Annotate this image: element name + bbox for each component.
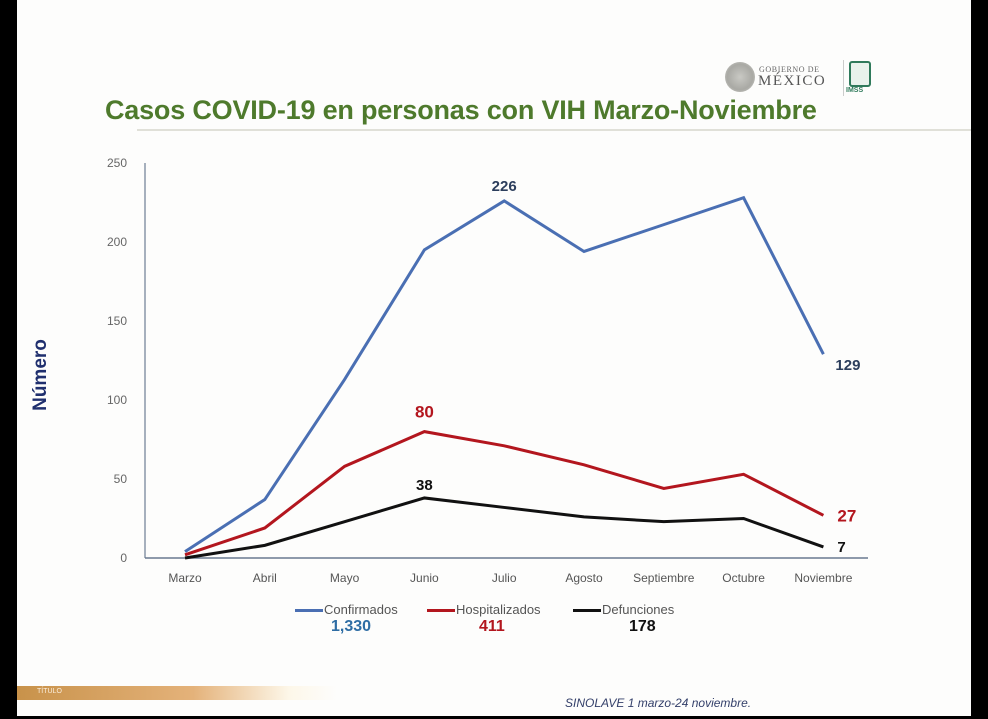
source-note: SINOLAVE 1 marzo-24 noviembre. (565, 696, 752, 710)
mexico-seal-icon (725, 62, 755, 92)
data-label: 80 (415, 403, 434, 422)
legend-label: Defunciones (602, 602, 675, 617)
data-label: 38 (416, 477, 433, 494)
imss-label: IMSS (846, 87, 864, 94)
y-tick-label: 250 (107, 156, 127, 170)
y-tick-label: 150 (107, 314, 127, 328)
legend-total: 1,330 (331, 618, 372, 635)
legend-item-defunciones: Defunciones 178 (573, 602, 675, 635)
x-tick-label: Junio (410, 571, 439, 585)
imss-logo-icon (849, 61, 871, 87)
x-tick-label: Mayo (330, 571, 360, 585)
x-tick-label: Julio (492, 571, 517, 585)
series-line-confirmados (184, 195, 825, 553)
footer-tag: TÍTULO (37, 688, 62, 695)
legend-swatch (427, 609, 455, 613)
y-tick-label: 50 (114, 472, 128, 486)
x-tick-label: Septiembre (633, 571, 695, 585)
gobierno-label: GOBIERNO DE (759, 65, 820, 74)
data-label: 27 (837, 506, 856, 525)
y-tick-label: 200 (107, 235, 127, 249)
y-tick-label: 0 (120, 551, 127, 565)
x-tick-label: Noviembre (794, 571, 852, 585)
x-tick-label: Octubre (722, 571, 765, 585)
x-tick-label: Marzo (168, 571, 202, 585)
legend-label: Confirmados (324, 602, 398, 617)
x-tick-label: Abril (253, 571, 277, 585)
legend-item-hospitalizados: Hospitalizados 411 (427, 602, 541, 635)
title-divider (137, 129, 971, 131)
logo-divider (843, 60, 844, 96)
data-label: 7 (837, 539, 845, 556)
line-chart: 0 50 100 150 200 250 Marzo Abril Mayo Junio Julio A… (107, 156, 868, 585)
mexico-label: MÉXICO (758, 73, 827, 89)
legend-swatch (573, 609, 601, 613)
legend-swatch (295, 609, 323, 613)
data-label: 129 (835, 357, 860, 374)
x-tick-label: Agosto (565, 571, 603, 585)
legend-label: Hospitalizados (456, 602, 541, 617)
legend-total: 178 (629, 618, 656, 635)
data-label: 226 (492, 178, 517, 195)
slide-title: Casos COVID-19 en personas con VIH Marzo… (105, 95, 817, 125)
series-line-defunciones (184, 496, 824, 560)
legend-item-confirmados: Confirmados 1,330 (295, 602, 398, 635)
footer-band (17, 686, 337, 700)
slide: GOBIERNO DE MÉXICO IMSS Casos COVID-19 e… (17, 0, 971, 716)
series-line-hospitalizados (184, 430, 825, 557)
y-tick-label: 100 (107, 393, 127, 407)
legend-total: 411 (479, 618, 505, 635)
